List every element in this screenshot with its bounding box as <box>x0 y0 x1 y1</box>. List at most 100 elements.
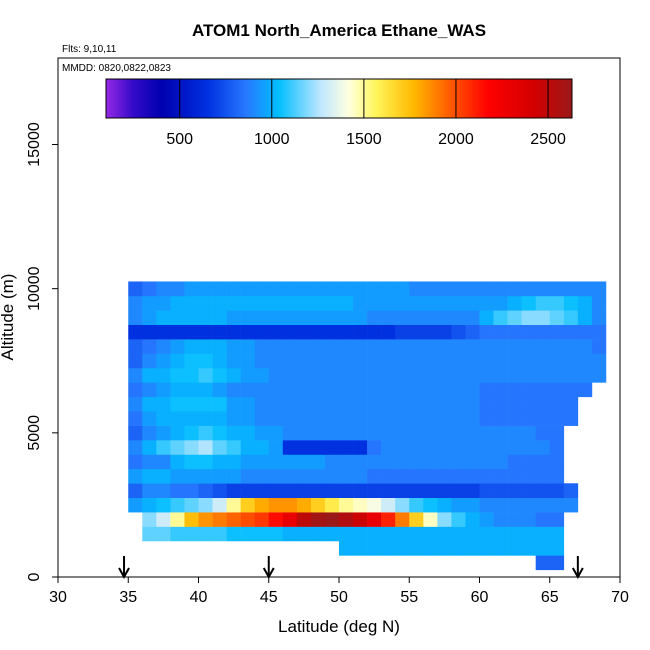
heatmap-cell <box>549 425 565 441</box>
heatmap-cell <box>142 324 157 340</box>
heatmap-cell <box>535 396 551 412</box>
heatmap-cell <box>282 454 298 470</box>
heatmap-cell <box>268 281 284 297</box>
heatmap-cell <box>423 281 438 297</box>
heatmap-cell <box>577 310 593 326</box>
heatmap-cell <box>226 367 241 383</box>
heatmap-cell <box>381 382 396 398</box>
heatmap-cell <box>521 454 536 470</box>
heatmap-cell <box>310 281 326 297</box>
heatmap-cell <box>198 440 213 455</box>
heatmap-cell <box>409 324 424 340</box>
heatmap-cell <box>591 353 607 369</box>
heatmap-cell <box>367 411 382 426</box>
heatmap-cell <box>226 382 241 398</box>
colorbar-tick-label: 2000 <box>438 131 474 148</box>
heatmap-cell <box>324 454 340 470</box>
heatmap-cell <box>184 396 199 412</box>
heatmap-cell <box>184 512 199 527</box>
heatmap-cell <box>353 411 368 426</box>
heatmap-cell <box>521 281 536 297</box>
heatmap-cell <box>479 367 494 383</box>
heatmap-cell <box>324 411 340 426</box>
heatmap-cell <box>198 468 213 484</box>
heatmap-cell <box>324 425 340 441</box>
heatmap-cell <box>198 324 213 340</box>
heatmap-cell <box>353 425 368 441</box>
heatmap-cell <box>577 353 593 369</box>
heatmap-cell <box>282 367 298 383</box>
heatmap-cell <box>493 512 508 527</box>
heatmap-cell <box>521 512 536 527</box>
colorbar-tick-label: 2500 <box>530 131 566 148</box>
heatmap-cell <box>423 295 438 311</box>
heatmap-cell <box>170 324 185 340</box>
heatmap-cell <box>198 526 213 542</box>
heatmap-cell <box>254 425 270 441</box>
heatmap-cell <box>156 526 171 542</box>
heatmap-cell <box>409 382 424 398</box>
heatmap-cell <box>409 454 424 470</box>
x-tick-label: 30 <box>49 589 67 606</box>
heatmap-cell <box>437 512 452 527</box>
heatmap-cell <box>395 425 410 441</box>
heatmap-cell <box>479 339 494 354</box>
x-tick-label: 40 <box>190 589 208 606</box>
heatmap-cell <box>310 339 326 354</box>
heatmap-cell <box>409 512 424 527</box>
heatmap-cell <box>451 396 466 412</box>
x-tick-label: 60 <box>471 589 489 606</box>
heatmap-cell <box>381 425 396 441</box>
heatmap-cell <box>198 411 213 426</box>
heatmap-cell <box>296 425 312 441</box>
heatmap-cell <box>142 512 157 527</box>
heatmap-cell <box>170 353 185 369</box>
heatmap-cell <box>409 440 424 455</box>
heatmap-cell <box>282 526 298 542</box>
heatmap-cell <box>226 468 241 484</box>
heatmap-cell <box>409 367 424 383</box>
heatmap-cell <box>493 454 508 470</box>
heatmap-cell <box>409 411 424 426</box>
heatmap-cell <box>339 310 354 326</box>
heatmap-cell <box>549 411 565 426</box>
heatmap-cell <box>226 281 241 297</box>
heatmap-cell <box>353 440 368 455</box>
heatmap-cell <box>395 526 410 542</box>
heatmap-cell <box>212 483 227 499</box>
heatmap-cell <box>423 353 438 369</box>
heatmap-cell <box>535 295 551 311</box>
heatmap-cell <box>142 526 157 542</box>
heatmap-cell <box>395 396 410 412</box>
heatmap-cell <box>549 339 565 354</box>
heatmap-cell <box>521 540 536 556</box>
heatmap-cell <box>479 440 494 455</box>
heatmap-cell <box>563 324 579 340</box>
heatmap-cell <box>451 310 466 326</box>
heatmap-cell <box>324 310 340 326</box>
heatmap-cell <box>423 540 438 556</box>
heatmap-cell <box>128 339 143 354</box>
heatmap-cell <box>339 339 354 354</box>
heatmap-cell <box>268 512 284 527</box>
heatmap-cell <box>296 281 312 297</box>
heatmap-cell <box>353 382 368 398</box>
heatmap-cell <box>423 454 438 470</box>
heatmap-cell <box>381 512 396 527</box>
heatmap-cell <box>535 425 551 441</box>
heatmap-cell <box>451 324 466 340</box>
heatmap-cell <box>339 295 354 311</box>
heatmap-cell <box>324 526 340 542</box>
heatmap-cell <box>268 295 284 311</box>
heatmap-cell <box>549 382 565 398</box>
x-tick-label: 65 <box>541 589 559 606</box>
x-tick-label: 55 <box>400 589 418 606</box>
heatmap-cell <box>493 281 508 297</box>
y-tick-label: 15000 <box>26 122 43 167</box>
heatmap-cell <box>128 454 143 470</box>
heatmap-cell <box>549 353 565 369</box>
heatmap-cell <box>282 382 298 398</box>
heatmap-cell <box>465 367 480 383</box>
heatmap-cell <box>156 324 171 340</box>
heatmap-cell <box>507 281 522 297</box>
